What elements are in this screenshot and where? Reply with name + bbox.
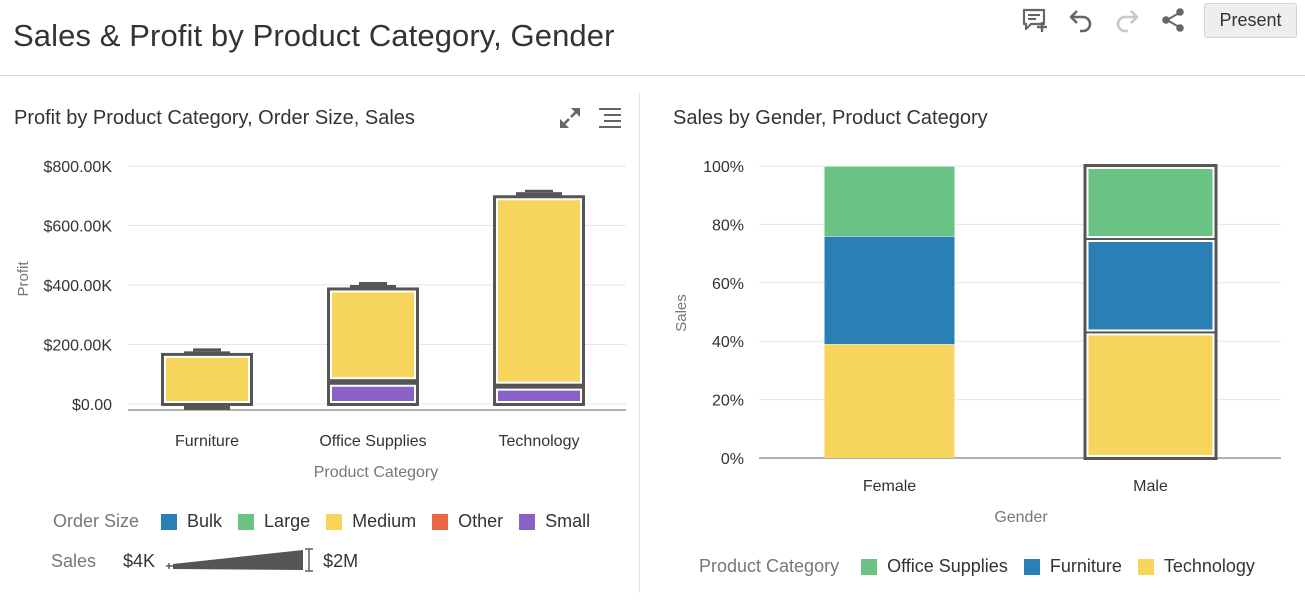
bar-medium[interactable] (498, 200, 580, 382)
product-category-legend: Product Category Office Supplies Furnitur… (699, 556, 1271, 577)
legend-item-medium[interactable]: Medium (326, 511, 416, 532)
legend-label: Technology (1163, 556, 1255, 576)
legend-label: Medium (352, 511, 417, 531)
bar-marks (824, 164, 1218, 460)
bar-furniture[interactable] (1088, 242, 1213, 330)
menu-icon[interactable] (597, 105, 623, 131)
x-tick-label: Male (1133, 478, 1168, 495)
legend-swatch (1023, 558, 1040, 575)
legend-title: Product Category (699, 556, 840, 576)
y-tick-label: 80% (712, 217, 744, 234)
legend-swatch (326, 513, 343, 530)
legend-item-office-supplies[interactable]: Office Supplies (861, 556, 1008, 577)
y-tick-label: 20% (712, 393, 744, 410)
legend-item-bulk[interactable]: Bulk (161, 511, 222, 532)
expand-icon[interactable] (557, 105, 583, 131)
x-tick-labels: Female Male (863, 478, 1168, 495)
order-size-legend: Order Size Bulk Large Medium Other Small (53, 511, 606, 532)
y-axis-label: Profit (15, 261, 32, 297)
bar-medium[interactable] (332, 292, 414, 378)
bar-bulk[interactable] (359, 282, 387, 285)
bar-small[interactable] (498, 390, 580, 401)
bar-bulk[interactable] (525, 189, 553, 193)
y-tick-label: $600.00K (43, 219, 112, 236)
y-tick-label: $0.00 (72, 397, 112, 414)
legend-swatch (1137, 558, 1154, 575)
y-tick-labels: 0% 20% 40% 60% 80% 100% (703, 159, 744, 468)
bar-large[interactable] (184, 351, 230, 355)
x-axis-label: Product Category (314, 464, 439, 481)
sales-stacked-bar-chart: 0% 20% 40% 60% 80% 100% Female Male Sales Gend… (673, 159, 1281, 526)
x-tick-label: Female (863, 478, 916, 495)
legend-item-small[interactable]: Small (519, 511, 590, 532)
legend-swatch (432, 513, 449, 530)
legend-item-other[interactable]: Other (432, 511, 503, 532)
page-header: Sales & Profit by Product Category, Gend… (0, 0, 1305, 76)
comment-add-icon[interactable] (1012, 2, 1058, 38)
redo-icon[interactable] (1104, 2, 1150, 38)
legend-label: Large (264, 511, 311, 531)
legend-item-technology[interactable]: Technology (1137, 556, 1255, 577)
legend-swatch (238, 513, 255, 530)
x-tick-label: Office Supplies (319, 433, 426, 450)
legend-label: Office Supplies (887, 556, 1008, 576)
size-legend-max: $2M (323, 550, 359, 571)
size-scale-wedge (166, 548, 314, 572)
x-tick-labels: Furniture Office Supplies Technology (175, 433, 579, 450)
profit-chart-panel: Profit by Product Category, Order Size, … (0, 93, 640, 593)
legend-swatch (519, 513, 536, 530)
legend-label: Small (545, 511, 591, 531)
y-axis-label: Sales (673, 294, 690, 332)
bar-technology[interactable] (824, 344, 955, 458)
y-tick-labels: $0.00 $200.00K $400.00K $600.00K $800.00K (43, 159, 112, 414)
legend-swatch (161, 513, 178, 530)
legend-title: Order Size (53, 511, 140, 531)
legend-item-furniture[interactable]: Furniture (1023, 556, 1122, 577)
bar-other[interactable] (184, 404, 230, 410)
panel-toolbar (557, 105, 623, 131)
page-title: Sales & Profit by Product Category, Gend… (13, 18, 615, 53)
legend-label: Furniture (1049, 556, 1122, 576)
y-tick-label: $200.00K (43, 338, 112, 355)
y-tick-label: $400.00K (43, 278, 112, 295)
bar-technology[interactable] (1088, 335, 1213, 455)
profit-bar-chart: $0.00 $200.00K $400.00K $600.00K $800.00K Fu… (15, 159, 626, 481)
size-legend-title: Sales (51, 550, 97, 571)
legend-swatch (861, 558, 878, 575)
legend-label: Other (458, 511, 504, 531)
bar-large[interactable] (516, 192, 562, 198)
y-tick-label: 0% (721, 451, 744, 468)
bar-small[interactable] (332, 386, 414, 401)
sales-size-legend: Sales $4K $2M (51, 548, 358, 574)
undo-icon[interactable] (1058, 2, 1104, 38)
bar-bulk[interactable] (193, 348, 221, 352)
y-tick-label: 100% (703, 159, 744, 176)
toolbar: Present (1012, 2, 1297, 38)
y-tick-label: 60% (712, 276, 744, 293)
bar-office-supplies[interactable] (824, 166, 955, 237)
bar-furniture[interactable] (824, 236, 955, 345)
size-legend-min: $4K (123, 550, 156, 571)
legend-label: Bulk (187, 511, 223, 531)
x-axis-label: Gender (994, 509, 1048, 526)
bar-marks (161, 189, 585, 410)
legend-item-large[interactable]: Large (238, 511, 310, 532)
x-tick-label: Technology (499, 433, 580, 450)
y-tick-label: $800.00K (43, 159, 112, 176)
bar-medium[interactable] (166, 357, 248, 401)
share-icon[interactable] (1150, 2, 1196, 38)
panel-title: Sales by Gender, Product Category (673, 107, 988, 129)
x-tick-label: Furniture (175, 433, 239, 450)
sales-chart-panel: Sales by Gender, Product Category 0% 20% 4… (641, 93, 1305, 593)
y-tick-label: 40% (712, 334, 744, 351)
present-button[interactable]: Present (1204, 2, 1297, 38)
bar-office-supplies[interactable] (1088, 169, 1213, 236)
panel-title: Profit by Product Category, Order Size, … (14, 107, 415, 129)
bar-large[interactable] (350, 285, 396, 290)
